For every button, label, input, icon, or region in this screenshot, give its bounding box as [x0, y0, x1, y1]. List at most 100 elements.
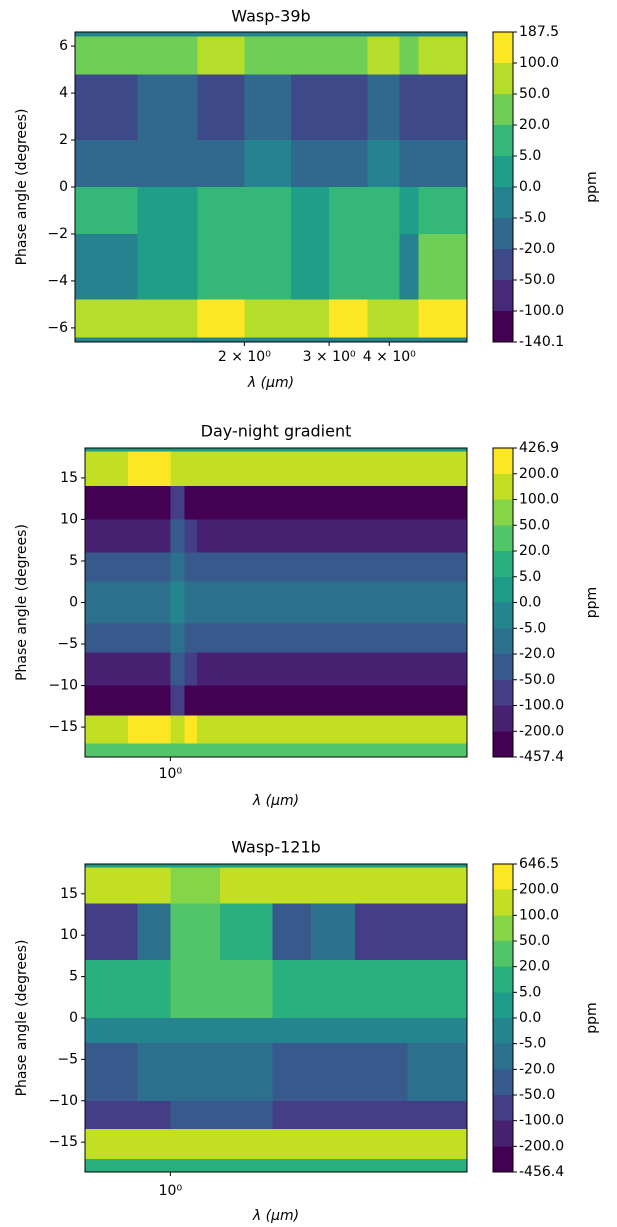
heatmap-cell — [85, 1042, 138, 1102]
heatmap-cell — [184, 652, 198, 687]
colorbar-segment — [493, 448, 513, 475]
heatmap-cell — [311, 867, 355, 905]
x-axis-label: λ (μm) — [247, 375, 294, 391]
colorbar-segment — [493, 915, 513, 942]
heatmap-cell — [399, 233, 419, 301]
heatmap-cell — [311, 1042, 355, 1102]
y-tick-label: 10 — [60, 927, 78, 943]
heatmap-cell — [329, 337, 368, 343]
colorbar-tick-label: -100.0 — [519, 698, 564, 714]
heatmap-cell — [305, 448, 375, 452]
heatmap-cell — [184, 715, 198, 745]
colorbar-label: ppm — [584, 1002, 600, 1033]
heatmap-cell — [85, 652, 129, 687]
colorbar-tick-label: 50.0 — [519, 933, 550, 949]
heatmap-cell — [137, 1158, 171, 1173]
heatmap-cell — [418, 299, 467, 338]
heatmap-cell — [407, 1042, 467, 1102]
heatmap-cell — [197, 233, 245, 301]
colorbar-label: ppm — [584, 587, 600, 618]
heatmap-cell — [354, 1128, 408, 1160]
heatmap-cell — [272, 1042, 312, 1102]
colorbar-tick-label: -20.0 — [519, 1061, 555, 1077]
colorbar-tick-label: -100.0 — [519, 1113, 564, 1129]
heatmap-cell — [290, 233, 330, 301]
heatmap-cell — [367, 233, 400, 301]
heatmap-cell — [367, 74, 400, 141]
y-tick-label: −10 — [48, 678, 78, 694]
heatmap-cell — [170, 552, 185, 583]
heatmap-cell — [197, 581, 240, 624]
heatmap-cell — [128, 743, 171, 758]
y-tick-label: 10 — [60, 511, 78, 527]
heatmap-cell — [399, 74, 419, 141]
colorbar-tick-label: -140.1 — [519, 334, 564, 350]
heatmap-cell — [170, 1018, 220, 1044]
heatmap-cell — [418, 337, 467, 343]
heatmap-cell — [85, 685, 129, 716]
heatmap-cell — [128, 715, 171, 745]
heatmap-cell — [272, 1128, 312, 1160]
colorbar-segment — [493, 499, 513, 526]
heatmap-cell — [197, 32, 245, 38]
heatmap-cell — [85, 552, 129, 583]
heatmap-cell — [367, 337, 400, 343]
heatmap-cell — [197, 299, 245, 338]
heatmap-cell — [374, 486, 467, 520]
colorbar-segment — [493, 602, 513, 629]
heatmap-cell — [75, 36, 138, 75]
heatmap-cell — [170, 903, 220, 961]
colorbar-segment — [493, 1043, 513, 1070]
heatmap-cell — [128, 685, 171, 716]
heatmap-cell — [128, 448, 171, 452]
x-tick-label: 10⁰ — [159, 1183, 183, 1199]
colorbar-tick-label: 5.0 — [519, 148, 541, 164]
chart-title: Wasp-39b — [231, 7, 310, 26]
heatmap-cell — [374, 448, 467, 452]
heatmap-cell — [329, 74, 368, 141]
heatmap-cell — [354, 1100, 408, 1130]
colorbar-segment — [493, 187, 513, 219]
heatmap-cell — [407, 1100, 467, 1130]
heatmap-cell — [170, 581, 185, 624]
heatmap-cell — [219, 1158, 273, 1173]
x-axis-label: λ (μm) — [252, 793, 299, 809]
heatmap-cell — [239, 623, 306, 653]
heatmap-cell — [407, 1158, 467, 1173]
y-tick-label: 15 — [60, 470, 78, 486]
y-tick-label: −15 — [48, 1134, 78, 1150]
heatmap-cell — [170, 1100, 220, 1130]
heatmap-cell — [305, 581, 375, 624]
heatmap-cell — [311, 1158, 355, 1173]
heatmap-cell — [272, 867, 312, 905]
heatmap-cell — [290, 74, 330, 141]
heatmap-cell — [329, 32, 368, 38]
heatmap-cell — [170, 652, 185, 687]
colorbar-segment — [493, 125, 513, 157]
heatmap-cell — [197, 715, 240, 745]
heatmap-cell — [128, 652, 171, 687]
colorbar-tick-label: 5.0 — [519, 984, 541, 1000]
heatmap-cell — [85, 581, 129, 624]
heatmap-cell — [272, 903, 312, 961]
y-tick-label: 6 — [59, 38, 68, 54]
heatmap-cell — [272, 1018, 312, 1044]
heatmap-cell — [399, 337, 419, 343]
colorbar-segment — [493, 654, 513, 681]
heatmap-cell — [399, 187, 419, 235]
heatmap-cell — [197, 519, 240, 554]
heatmap-cell — [239, 486, 306, 520]
colorbar-tick-label: 100.0 — [519, 907, 559, 923]
heatmap-cell — [128, 519, 171, 554]
heatmap-cell — [184, 519, 198, 554]
heatmap-cell — [374, 623, 467, 653]
heatmap-cell — [239, 451, 306, 487]
heatmap-cell — [239, 519, 306, 554]
colorbar-tick-label: 0.0 — [519, 595, 541, 611]
y-tick-label: 0 — [69, 1010, 78, 1026]
heatmap-cell — [354, 1018, 408, 1044]
colorbar-tick-label: 50.0 — [519, 86, 550, 102]
heatmap-cell — [374, 581, 467, 624]
y-tick-label: −5 — [57, 1051, 78, 1067]
colorbar-segment — [493, 1069, 513, 1096]
